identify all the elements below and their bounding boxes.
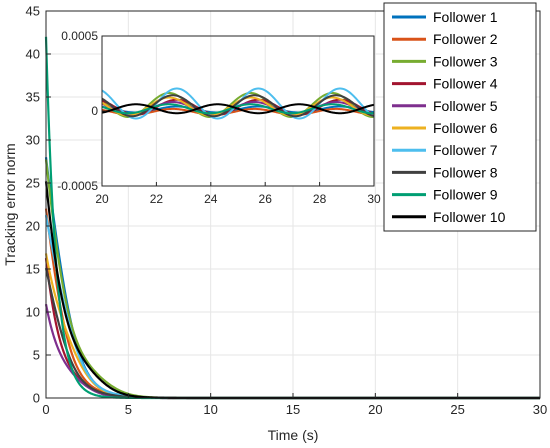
inset-x-tick-label: 30	[367, 192, 381, 206]
inset-zoom-plot: 20 22 24 26 28 30 -0.0005 0 0.0005	[57, 29, 381, 206]
legend-label: Follower 9	[433, 187, 498, 203]
x-axis-label: Time (s)	[268, 427, 319, 443]
legend-entry: Follower 6	[392, 120, 498, 136]
inset-series-line	[101, 103, 375, 115]
y-tick-label: 5	[33, 348, 40, 363]
inset-x-tick-label: 20	[95, 192, 109, 206]
y-tick-label: 20	[26, 219, 40, 234]
x-tick-label: 30	[533, 402, 547, 417]
x-tick-label: 15	[286, 402, 300, 417]
legend-entry: Follower 4	[392, 76, 498, 92]
legend-label: Follower 2	[433, 31, 498, 47]
legend-label: Follower 10	[433, 209, 506, 225]
legend-entry: Follower 8	[392, 164, 498, 180]
legend-entry: Follower 10	[392, 209, 506, 225]
legend-entry: Follower 3	[392, 53, 498, 69]
legend-entry: Follower 9	[392, 187, 498, 203]
legend-entry: Follower 5	[392, 98, 498, 114]
inset-x-tick-label: 26	[259, 192, 273, 206]
y-tick-label: 25	[26, 176, 40, 191]
y-tick-label: 45	[26, 4, 40, 19]
x-tick-label: 5	[125, 402, 132, 417]
y-tick-label: 15	[26, 262, 40, 277]
legend-label: Follower 3	[433, 53, 498, 69]
legend-label: Follower 1	[433, 9, 498, 25]
legend-label: Follower 4	[433, 76, 498, 92]
inset-x-tick-label: 28	[313, 192, 327, 206]
inset-y-tick-label: 0.0005	[61, 29, 98, 43]
legend-box	[383, 2, 537, 232]
inset-plot-lines	[101, 87, 375, 120]
main-axes-ticks: 0 5 10 15 20 25 30 0 5 10 15 20 25 30 35 40 45	[26, 4, 548, 418]
legend-entry: Follower 1	[392, 9, 498, 25]
y-tick-label: 0	[33, 391, 40, 406]
x-tick-label: 0	[42, 402, 49, 417]
legend-label: Follower 6	[433, 120, 498, 136]
legend-entry: Follower 2	[392, 31, 498, 47]
y-tick-label: 40	[26, 47, 40, 62]
x-tick-label: 20	[368, 402, 382, 417]
inset-y-tick-label: 0	[91, 104, 98, 118]
legend-entry: Follower 7	[392, 142, 498, 158]
legend: Follower 1 Follower 2 Follower 3 Follower 4…	[383, 2, 537, 232]
inset-series-line	[101, 103, 375, 115]
y-tick-label: 30	[26, 133, 40, 148]
inset-x-tick-label: 22	[150, 192, 164, 206]
y-tick-label: 10	[26, 305, 40, 320]
y-axis-label: Tracking error norm	[2, 143, 18, 265]
x-tick-label: 25	[450, 402, 464, 417]
legend-label: Follower 5	[433, 98, 498, 114]
legend-label: Follower 8	[433, 164, 498, 180]
y-tick-label: 35	[26, 90, 40, 105]
inset-x-tick-label: 24	[204, 192, 218, 206]
x-tick-label: 10	[203, 402, 217, 417]
inset-y-tick-label: -0.0005	[57, 179, 98, 193]
legend-label: Follower 7	[433, 142, 498, 158]
inset-axes-ticks: 20 22 24 26 28 30 -0.0005 0 0.0005	[57, 29, 381, 206]
